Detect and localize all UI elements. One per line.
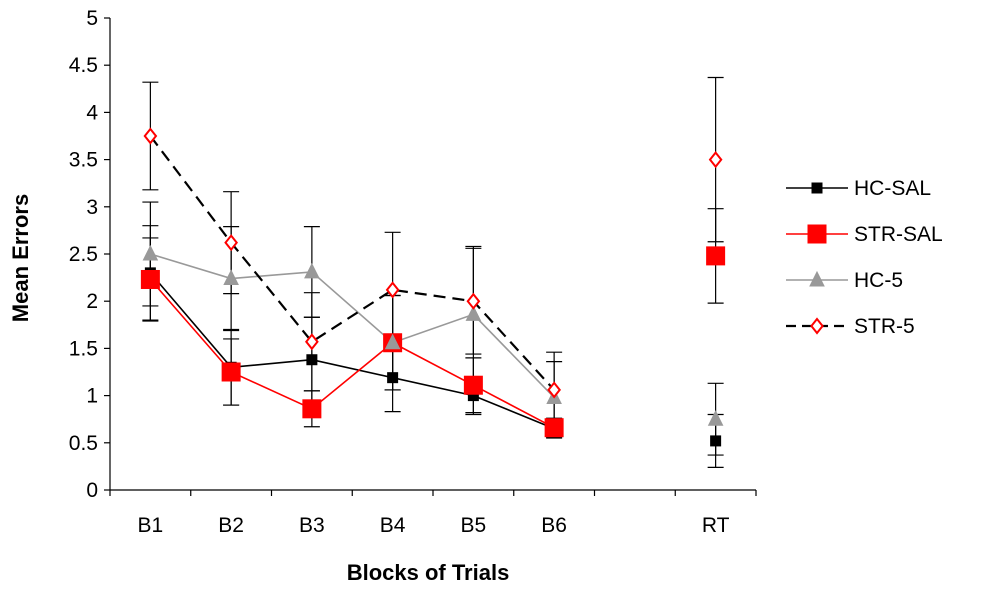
x-tick-label: B1 — [138, 514, 164, 537]
legend-marker-str-5 — [810, 317, 824, 335]
y-tick-label: 5 — [86, 7, 98, 30]
data-point-str-sal — [221, 362, 241, 382]
data-point-str-5 — [143, 127, 158, 145]
x-axis-title: Blocks of Trials — [347, 560, 510, 585]
x-tick-label: B5 — [461, 514, 487, 537]
data-point-hc-sal — [387, 372, 399, 384]
data-point-str-sal — [302, 399, 322, 419]
series-lines — [149, 135, 555, 430]
y-tick-label: 1 — [86, 385, 98, 408]
y-axis-title: Mean Errors — [8, 194, 33, 322]
data-point-str-5 — [708, 150, 723, 169]
y-tick-label: 3 — [86, 196, 98, 219]
series-line-hc-5 — [150, 253, 555, 399]
data-point-str-5 — [224, 234, 239, 252]
data-point-str-5 — [304, 333, 319, 351]
data-point-str-sal — [140, 269, 160, 289]
legend-label-str-5: STR-5 — [854, 315, 915, 338]
axes: 0 0.5 1 1.5 2 2.5 3 3.5 4 4.5 5 B1 B2 B3 B4 B5 B6 RT — [69, 7, 757, 537]
data-point-str-sal — [463, 375, 483, 395]
error-bars — [142, 76, 724, 468]
series-line-str-sal — [149, 278, 555, 429]
legend-label-hc-5: HC-5 — [854, 269, 903, 292]
data-point-hc-5 — [304, 262, 320, 279]
y-tick-label: 0 — [86, 479, 98, 502]
legend: HC-SAL STR-SAL HC-5 STR-5 — [786, 177, 943, 338]
series-line-str-5 — [149, 135, 555, 391]
data-point-hc-5 — [384, 333, 401, 350]
data-point-hc-5 — [465, 305, 482, 321]
legend-marker-str-sal — [807, 224, 827, 244]
y-tick-label: 0.5 — [69, 432, 98, 455]
x-tick-label: B3 — [299, 514, 325, 537]
data-point-str-sal — [544, 418, 564, 438]
legend-label-str-sal: STR-SAL — [854, 223, 943, 246]
legend-marker-hc-sal — [811, 182, 823, 194]
y-tick-label: 1.5 — [69, 337, 98, 360]
data-point-hc-sal — [710, 435, 722, 447]
y-tick-label: 4.5 — [69, 54, 98, 77]
data-point-str-5 — [385, 281, 400, 299]
y-tick-label: 4 — [86, 101, 98, 124]
data-point-str-5 — [466, 292, 481, 310]
data-point-str-5 — [547, 381, 562, 399]
series-line-hc-sal — [149, 272, 555, 430]
y-tick-label: 3.5 — [69, 149, 98, 172]
legend-marker-hc-5 — [809, 270, 825, 287]
data-point-hc-5 — [142, 244, 159, 261]
x-tick-label: B4 — [380, 514, 406, 537]
y-tick-label: 2.5 — [69, 243, 98, 266]
data-point-hc-sal — [306, 354, 318, 366]
x-tick-label: RT — [702, 514, 730, 537]
data-point-hc-5 — [707, 410, 724, 426]
x-tick-label: B6 — [541, 514, 567, 537]
series-markers — [140, 127, 726, 447]
x-tick-label: B2 — [218, 514, 244, 537]
legend-label-hc-sal: HC-SAL — [854, 177, 931, 200]
data-point-str-sal — [706, 246, 726, 266]
data-point-hc-5 — [223, 269, 239, 286]
y-tick-label: 2 — [86, 290, 98, 313]
